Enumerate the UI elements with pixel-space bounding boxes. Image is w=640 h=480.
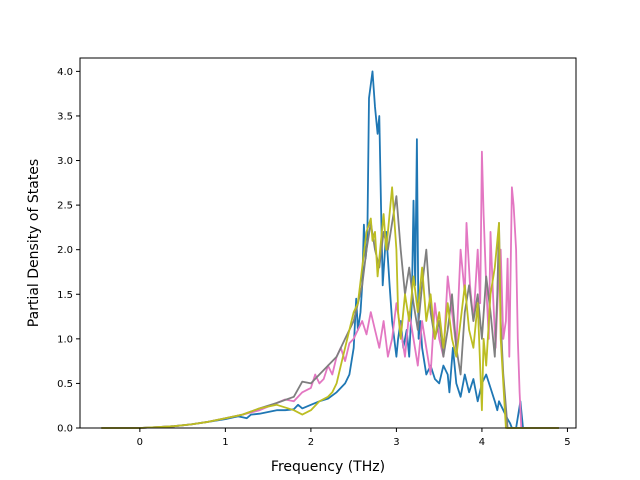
series-line-1	[101, 70, 559, 429]
y-tick-label: 3.0	[57, 156, 73, 167]
x-tick-label: 1	[222, 437, 228, 448]
y-axis-title: Partial Density of States	[26, 159, 42, 327]
series-layer	[101, 70, 559, 429]
y-tick-label: 3.5	[57, 111, 73, 122]
y-tick-label: 1.0	[57, 334, 73, 345]
x-tick-label: 2	[308, 437, 314, 448]
y-tick-label: 0.0	[57, 424, 73, 435]
y-tick-label: 0.5	[57, 379, 73, 390]
x-axis-title: Frequency (THz)	[271, 459, 385, 475]
x-tick-label: 3	[393, 437, 399, 448]
plot-frame	[79, 57, 577, 429]
series-line-4	[101, 186, 559, 429]
y-tick-label: 2.0	[57, 245, 73, 256]
y-axis: 0.0 0.5 1.0 1.5 2.0 2.5 3.0 3.5 4.0	[57, 67, 80, 435]
y-tick-label: 4.0	[57, 67, 73, 78]
x-tick-label: 4	[479, 437, 485, 448]
x-tick-label: 0	[137, 437, 143, 448]
x-axis: 0 1 2 3 4 5	[137, 428, 571, 448]
series-line-3	[101, 195, 559, 429]
x-tick-label: 5	[564, 437, 570, 448]
y-tick-label: 1.5	[57, 290, 73, 301]
y-tick-label: 2.5	[57, 201, 73, 212]
